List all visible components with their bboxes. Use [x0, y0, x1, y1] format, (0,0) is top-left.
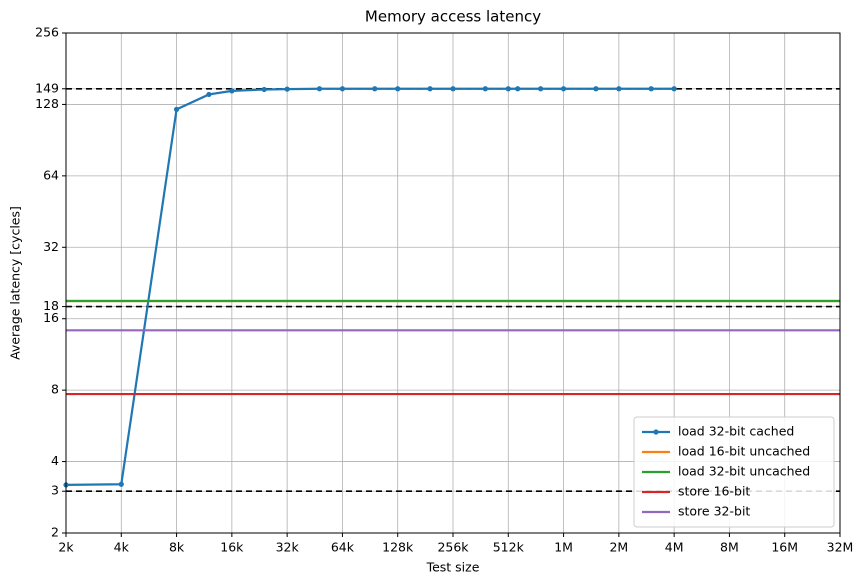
y-tick-label: 256	[35, 25, 59, 40]
data-point	[395, 86, 401, 92]
data-point	[538, 86, 544, 92]
data-point	[261, 86, 267, 93]
x-tick-label: 1M	[554, 540, 573, 555]
x-tick-label: 256k	[437, 540, 469, 555]
legend-label: store 16-bit	[678, 484, 750, 499]
data-point	[505, 86, 511, 92]
x-tick-label: 512k	[493, 540, 525, 555]
y-tick-label: 18	[43, 298, 59, 313]
y-tick-label: 2	[51, 525, 59, 540]
y-tick-label: 4	[51, 453, 59, 468]
legend-label: load 32-bit uncached	[678, 464, 810, 479]
chart-title: Memory access latency	[365, 8, 541, 26]
legend-label: store 32-bit	[678, 504, 750, 519]
y-tick-label: 64	[43, 167, 59, 182]
data-point	[450, 86, 456, 92]
data-point	[560, 86, 567, 92]
x-tick-label: 8M	[720, 540, 739, 555]
y-tick-label: 16	[43, 310, 59, 325]
y-tick-label: 128	[35, 96, 59, 111]
x-tick-label: 2k	[58, 540, 74, 555]
x-axis-label: Test size	[426, 560, 480, 575]
legend-label: load 32-bit cached	[678, 424, 794, 439]
y-tick-label: 32	[43, 239, 59, 254]
data-point	[372, 86, 378, 92]
legend-box	[633, 416, 835, 528]
data-point	[229, 88, 235, 94]
data-point	[284, 86, 290, 92]
x-tick-label: 4M	[665, 540, 684, 555]
x-tick-label: 8k	[169, 540, 185, 555]
x-tick-label: 32k	[276, 540, 300, 555]
y-axis-label: Average latency [cycles]	[8, 206, 23, 360]
legend-label: load 16-bit uncached	[678, 444, 810, 459]
x-tick-label: 16M	[771, 540, 798, 555]
y-tick-label: 3	[51, 483, 59, 498]
x-tick-label: 128k	[382, 540, 414, 555]
data-point	[648, 86, 654, 92]
legend-marker	[653, 429, 659, 435]
data-point	[173, 106, 180, 112]
x-tick-label: 16k	[220, 540, 244, 555]
data-point	[118, 481, 124, 487]
x-tick-label: 2M	[609, 540, 628, 555]
data-point	[593, 86, 599, 92]
data-point	[616, 86, 622, 92]
data-point	[427, 86, 433, 92]
x-tick-label: 32M	[827, 540, 854, 555]
x-tick-label: 64k	[331, 540, 355, 555]
data-point	[515, 86, 521, 92]
series-line	[65, 87, 675, 486]
y-tick-label: 8	[51, 382, 59, 397]
data-point	[671, 86, 677, 92]
data-point	[206, 91, 212, 98]
x-tick-label: 4k	[114, 540, 130, 555]
data-point	[339, 86, 346, 92]
y-tick-label: 149	[35, 80, 59, 95]
plot-frame	[65, 32, 841, 534]
data-point	[316, 86, 323, 92]
data-point	[482, 86, 488, 92]
